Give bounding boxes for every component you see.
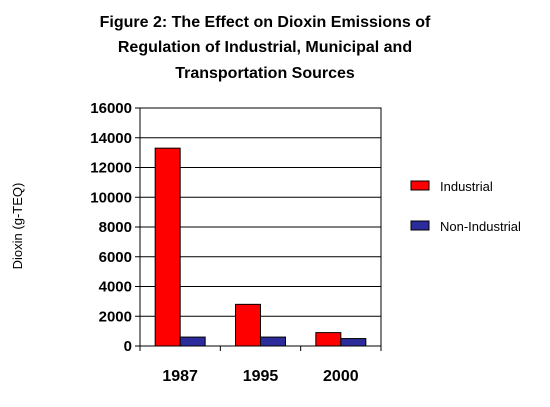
plot-border: [139, 107, 382, 347]
y-tick-label: 16000: [90, 100, 132, 117]
y-tick-label: 12000: [90, 160, 132, 177]
legend: Industrial Non-Industrial: [410, 179, 521, 234]
legend-swatch-non-industrial: [410, 220, 430, 231]
y-axis-title: Dioxin (g-TEQ): [10, 183, 25, 270]
legend-label-non-industrial: Non-Industrial: [440, 219, 521, 234]
chart-title-line-3: Transportation Sources: [175, 65, 355, 82]
y-tick-label: 0: [124, 338, 132, 355]
bar-industrial-1987: [154, 147, 181, 347]
bar-non-industrial-1987: [179, 336, 206, 347]
x-tick-label: 1995: [243, 368, 279, 385]
legend-swatch-industrial: [410, 180, 430, 191]
bar-industrial-2000: [315, 332, 342, 347]
chart-title: Figure 2: The Effect on Dioxin Emissions…: [100, 14, 431, 82]
chart-title-line-2: Regulation of Industrial, Municipal and: [118, 39, 412, 56]
y-tick-label: 6000: [99, 249, 132, 266]
y-tick-label: 4000: [99, 279, 132, 296]
bar-non-industrial-2000: [340, 338, 367, 347]
bar-industrial-1995: [235, 303, 261, 347]
plot-area: 0 2000 4000 6000 8000 10000 12000 14000 16000 198…: [90, 100, 382, 385]
bar-non-industrial-1995: [260, 336, 286, 347]
y-tick-label: 10000: [90, 189, 132, 206]
y-tick-label: 8000: [99, 219, 132, 236]
x-tick-label: 1987: [162, 368, 198, 385]
legend-label-industrial: Industrial: [440, 179, 493, 194]
chart-title-line-1: Figure 2: The Effect on Dioxin Emissions…: [100, 14, 431, 31]
y-tick-label: 2000: [99, 308, 132, 325]
y-tick-label: 14000: [90, 130, 132, 147]
x-tick-label: 2000: [323, 368, 359, 385]
